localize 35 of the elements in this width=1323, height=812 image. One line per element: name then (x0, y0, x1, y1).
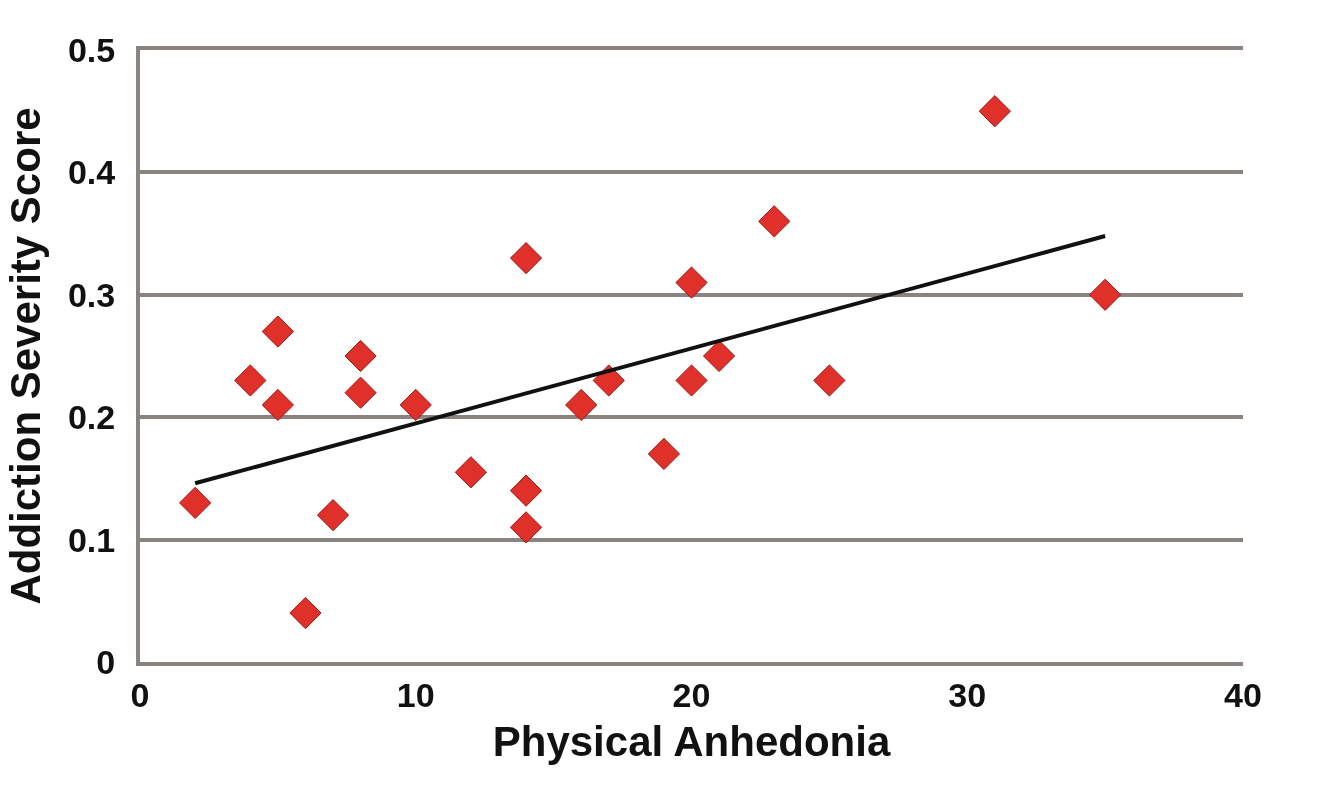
point (978, 95, 1011, 128)
point (565, 388, 598, 422)
x-tick-label: 10 (396, 675, 435, 714)
point (509, 474, 543, 507)
point (179, 486, 212, 519)
point (647, 437, 681, 471)
point (675, 364, 708, 397)
point (702, 339, 736, 373)
point (399, 388, 432, 422)
point (289, 596, 322, 630)
point (1089, 278, 1122, 311)
point (316, 499, 350, 532)
point (344, 339, 377, 373)
point (234, 364, 267, 397)
point (344, 376, 377, 409)
y-tick-label: 0 (96, 642, 116, 681)
y-tick-label: 0.3 (67, 275, 116, 314)
point (509, 511, 543, 544)
x-tick-label: 0 (130, 675, 150, 714)
point (813, 364, 846, 397)
y-tick-label: 0.5 (67, 30, 116, 69)
y-tick-label: 0.1 (67, 520, 116, 559)
x-tick-label: 20 (672, 675, 711, 714)
point (675, 266, 708, 299)
point (261, 388, 294, 422)
point (758, 205, 791, 238)
x-tick-label: 40 (1224, 675, 1262, 714)
point (261, 315, 294, 348)
y-axis-title: Addiction Severity Score (2, 107, 50, 605)
x-tick-label: 30 (948, 675, 987, 714)
y-tick-label: 0.2 (67, 398, 116, 437)
y-tick-label: 0.4 (67, 153, 116, 192)
point (454, 456, 487, 489)
x-axis-title: Physical Anhedonia (492, 718, 891, 766)
point (509, 241, 543, 275)
